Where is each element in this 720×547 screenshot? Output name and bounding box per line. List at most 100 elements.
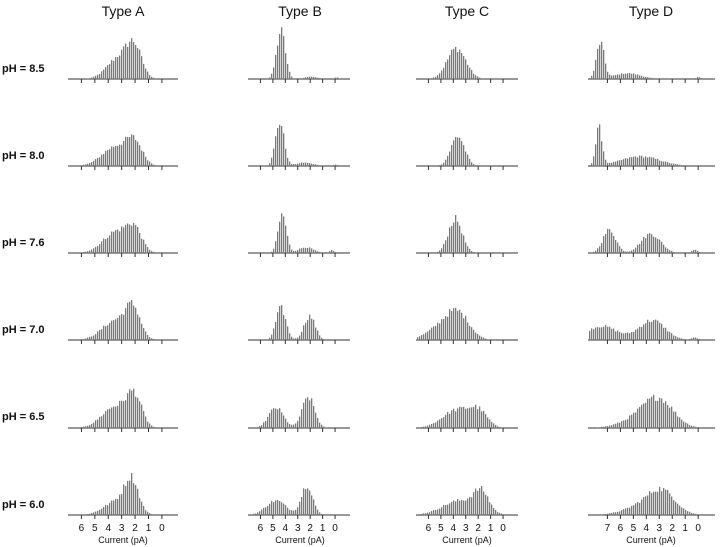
histogram-bar (99, 329, 101, 340)
histogram-bar (657, 400, 659, 428)
histogram-bar (639, 406, 641, 428)
histogram-bar (615, 239, 617, 253)
histogram-bar (659, 322, 661, 340)
histogram-bar (455, 307, 457, 340)
histogram-bar (485, 494, 487, 515)
histogram-bar (643, 157, 645, 166)
histogram-bar (91, 162, 93, 166)
histogram-bar (699, 427, 701, 428)
histogram-bar (293, 338, 295, 340)
histogram-bar (137, 397, 139, 428)
histogram-bar (679, 164, 681, 166)
histogram-bar (619, 511, 621, 515)
histogram-bar (475, 75, 477, 79)
histogram-bar (597, 427, 599, 428)
histogram-bar (101, 71, 103, 79)
histogram-bar (483, 491, 485, 515)
histogram-bar (485, 338, 487, 340)
histogram-bar (663, 327, 665, 340)
histogram-bar (107, 64, 109, 79)
x-axis-label: Current (pA) (626, 535, 676, 545)
x-tick-label: 5 (270, 523, 276, 534)
histogram-bar (615, 512, 617, 515)
histogram-bar (307, 488, 309, 515)
histogram-bar (475, 488, 477, 515)
histogram-bar (147, 160, 149, 166)
histogram-bar (669, 250, 671, 253)
histogram-bar (291, 424, 293, 428)
histogram-bar (91, 249, 93, 253)
histogram-bar (317, 251, 319, 253)
histogram-bar (301, 409, 303, 428)
histogram-bar (109, 323, 111, 340)
histogram-bar (339, 78, 341, 79)
histogram-bar (97, 74, 99, 79)
histogram-bar (147, 247, 149, 253)
histogram-bar (145, 331, 147, 340)
histogram-bar (699, 339, 701, 340)
histogram-bar (609, 229, 611, 253)
histogram-bar (621, 332, 623, 340)
histogram-bar (283, 415, 285, 428)
histogram-bar (609, 326, 611, 340)
histogram-bar (287, 507, 289, 515)
histogram-bar (87, 78, 89, 79)
histogram-bar (265, 421, 267, 428)
histogram-bar (313, 76, 315, 79)
histogram-bar (693, 426, 695, 428)
histogram-bar (685, 509, 687, 515)
histogram-bar (471, 162, 473, 166)
histogram-bar (627, 419, 629, 428)
histogram-bar (455, 137, 457, 166)
histogram-bar (619, 246, 621, 253)
histogram-bar (623, 74, 625, 79)
histogram-bar (445, 414, 447, 428)
histogram-bar (493, 423, 495, 428)
histogram-bar (659, 160, 661, 166)
histogram-bar (461, 499, 463, 515)
histogram-bar (137, 314, 139, 340)
histogram-bar (337, 77, 339, 79)
histogram-bar (475, 404, 477, 428)
histogram-bar (627, 332, 629, 340)
histogram-bar (295, 423, 297, 428)
histogram-bar (425, 513, 427, 515)
histogram-bar (459, 137, 461, 166)
histogram-bar (489, 339, 491, 340)
histogram-bar (677, 164, 679, 166)
histogram-bar (289, 244, 291, 253)
histogram-bar (275, 55, 277, 79)
histogram-bar (435, 326, 437, 340)
histogram-bar (457, 137, 459, 166)
histogram-bar (597, 127, 599, 166)
histogram-bar (679, 505, 681, 515)
histogram-bar (107, 409, 109, 428)
histogram-bar (603, 49, 605, 79)
histogram-bar (149, 337, 151, 340)
histogram-bar (483, 337, 485, 340)
column-title: Type D (629, 3, 673, 19)
histogram-bar (143, 411, 145, 428)
histogram-bar (689, 338, 691, 340)
histogram-bar (335, 164, 337, 166)
histogram-bar (287, 235, 289, 253)
histogram-bar (659, 397, 661, 428)
histogram-bar (479, 406, 481, 428)
histogram-bar (279, 221, 281, 253)
histogram-bar (151, 514, 153, 515)
histogram-bar (613, 512, 615, 515)
histogram-bar (593, 70, 595, 79)
histogram-bar (615, 423, 617, 428)
histogram-bar (271, 500, 273, 515)
histogram-bar (251, 514, 253, 515)
histogram-bar (99, 157, 101, 166)
histogram-bar (667, 405, 669, 428)
histogram-bar (95, 246, 97, 253)
histogram-bar (635, 329, 637, 340)
histogram-bar (121, 144, 123, 166)
histogram-bar (599, 427, 601, 428)
histogram-bar (599, 246, 601, 253)
histogram-bar (139, 317, 141, 340)
histogram-bar (489, 419, 491, 428)
histogram-bar (261, 509, 263, 515)
